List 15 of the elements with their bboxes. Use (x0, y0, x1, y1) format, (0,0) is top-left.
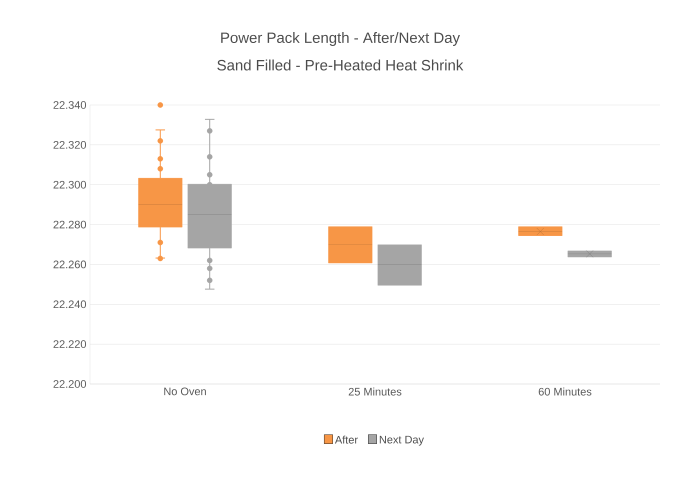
y-tick-label: 22.220 (54, 340, 86, 348)
chart-title: Power Pack Length - After/Next Day (221, 32, 460, 46)
x-tick-label: No Oven (164, 388, 206, 396)
x-tick-label: 25 Minutes (348, 388, 402, 396)
legend-label: Next Day (380, 436, 424, 446)
y-tick-label: 22.320 (54, 140, 86, 149)
y-tick-label: 22.260 (54, 260, 86, 268)
y-tick-label: 22.300 (54, 180, 86, 189)
y-tick-label: 22.240 (54, 300, 86, 308)
y-tick-label: 22.340 (54, 101, 86, 109)
y-tick-label: 22.280 (54, 220, 86, 228)
x-tick-label: 60 Minutes (538, 388, 592, 396)
chart-subtitle: Sand Filled - Pre-Heated Heat Shrink (217, 60, 464, 70)
y-tick-label: 22.200 (54, 380, 86, 388)
legend-label: After (334, 436, 358, 444)
